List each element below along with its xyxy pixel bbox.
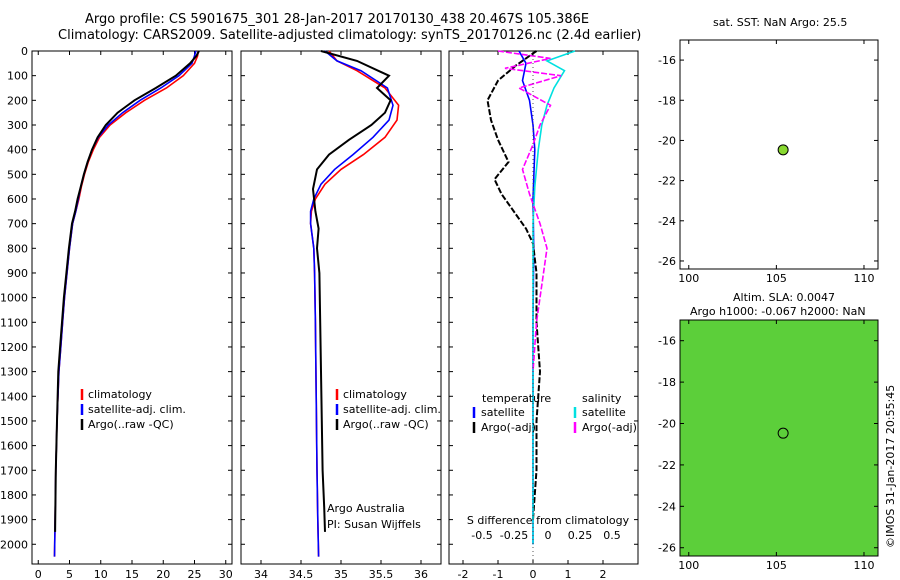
map-y-tick-label: -16 [658,335,676,348]
x-tick-label: 35.5 [369,568,394,580]
plot-frame-difference-profile [448,50,639,565]
y-tick-label: 1200 [0,341,28,354]
x-tick-label: 34 [254,568,268,580]
top-axis-label: S difference from climatology [467,514,630,527]
annotation-argo-australia: Argo Australia [327,502,405,515]
y-tick-label: 900 [7,267,28,280]
legend-label: satellite [481,406,525,419]
y-tick-label: 1100 [0,316,28,329]
y-tick-label: 1300 [0,366,28,379]
figure-title-line2: Climatology: CARS2009. Satellite-adjuste… [58,28,642,43]
x-tick-label: 36 [414,568,428,580]
legend-label: climatology [88,388,152,401]
series-line-argo---raw--qc- [54,50,200,532]
legend-label: Argo(..raw -QC) [343,418,429,431]
y-tick-label: 1600 [0,440,28,453]
map-y-tick-label: -26 [658,255,676,268]
x-tick-label: 10 [94,568,108,580]
y-tick-label: 400 [7,144,28,157]
map-y-tick-label: -24 [658,500,676,513]
map-x-tick-label: 105 [766,559,787,572]
series-line-s-argo--adj- [497,50,562,372]
map-y-tick-label: -22 [658,459,676,472]
top-tick-label: 0.25 [568,529,593,542]
y-tick-label: 1400 [0,390,28,403]
argo-float-ring [777,427,789,439]
top-tick-label: 0.5 [603,529,621,542]
x-tick-label: 1 [565,568,572,580]
y-tick-label: 0 [21,45,28,58]
series-line-s-satellite [532,50,576,545]
x-tick-label: 5 [66,568,73,580]
y-tick-label: 300 [7,119,28,132]
x-tick-label: 25 [188,568,202,580]
map-y-tick-label: -18 [658,376,676,389]
y-tick-label: 1900 [0,514,28,527]
legend-label: satellite-adj. clim. [343,403,441,416]
figure-title-line1: Argo profile: CS 5901675_301 28-Jan-2017… [85,12,590,27]
map-y-tick-label: -24 [658,215,676,228]
map-x-tick-label: 110 [853,559,874,572]
x-tick-label: 15 [125,568,139,580]
legend-label: satellite-adj. clim. [88,403,186,416]
y-tick-label: 2000 [0,538,28,551]
plot-frame-temperature-profile [31,50,233,565]
sla-map-title-line1: Altim. SLA: 0.0047 [733,291,836,304]
sla-map-frame [679,319,879,557]
x-tick-label: 35 [334,568,348,580]
series-line-t-argo--adj- [486,50,542,520]
top-tick-label: -0.5 [471,529,492,542]
series-line-argo---raw--qc- [311,50,392,532]
map-y-tick-label: -26 [658,542,676,555]
map-y-tick-label: -20 [658,134,676,147]
annotation-pi-name: PI: Susan Wijffels [327,518,421,531]
legend-label: Argo(-adj) [582,421,637,434]
map-y-tick-label: -18 [658,94,676,107]
map-y-tick-label: -22 [658,175,676,188]
y-tick-label: 1700 [0,464,28,477]
y-tick-label: 1800 [0,489,28,502]
sst-map-title: sat. SST: NaN Argo: 25.5 [713,16,848,29]
plot-frame-salinity-profile [240,50,442,565]
y-tick-label: 1500 [0,415,28,428]
legend-label: satellite [582,406,626,419]
x-tick-label: 30 [219,568,233,580]
y-tick-label: 1000 [0,292,28,305]
map-x-tick-label: 100 [678,272,699,285]
argo-float-marker [777,144,789,156]
y-tick-label: 200 [7,94,28,107]
legend-title-temperature: temperature [482,392,551,405]
legend-label: Argo(-adj) [481,421,536,434]
x-tick-label: 34.5 [289,568,314,580]
map-x-tick-label: 110 [853,272,874,285]
x-tick-label: -1 [493,568,504,580]
x-tick-label: 0 [35,568,42,580]
top-tick-label: -0.25 [500,529,528,542]
top-tick-label: 0 [545,529,552,542]
y-tick-label: 800 [7,242,28,255]
map-x-tick-label: 105 [766,272,787,285]
legend-label: climatology [343,388,407,401]
y-tick-label: 500 [7,168,28,181]
sla-map-title-line2: Argo h1000: -0.067 h2000: NaN [690,305,866,318]
heatmap-base [680,320,878,556]
map-y-tick-label: -20 [658,418,676,431]
y-tick-label: 700 [7,218,28,231]
map-x-tick-label: 100 [678,559,699,572]
x-tick-label: 0 [530,568,537,580]
x-tick-label: 20 [156,568,170,580]
sst-map-frame [679,39,879,270]
legend-title-salinity: salinity [582,392,622,405]
y-tick-label: 100 [7,70,28,83]
y-tick-label: 600 [7,193,28,206]
legend-label: Argo(..raw -QC) [88,418,174,431]
x-tick-label: -2 [458,568,469,580]
map-y-tick-label: -16 [658,54,676,67]
x-tick-label: 2 [600,568,607,580]
